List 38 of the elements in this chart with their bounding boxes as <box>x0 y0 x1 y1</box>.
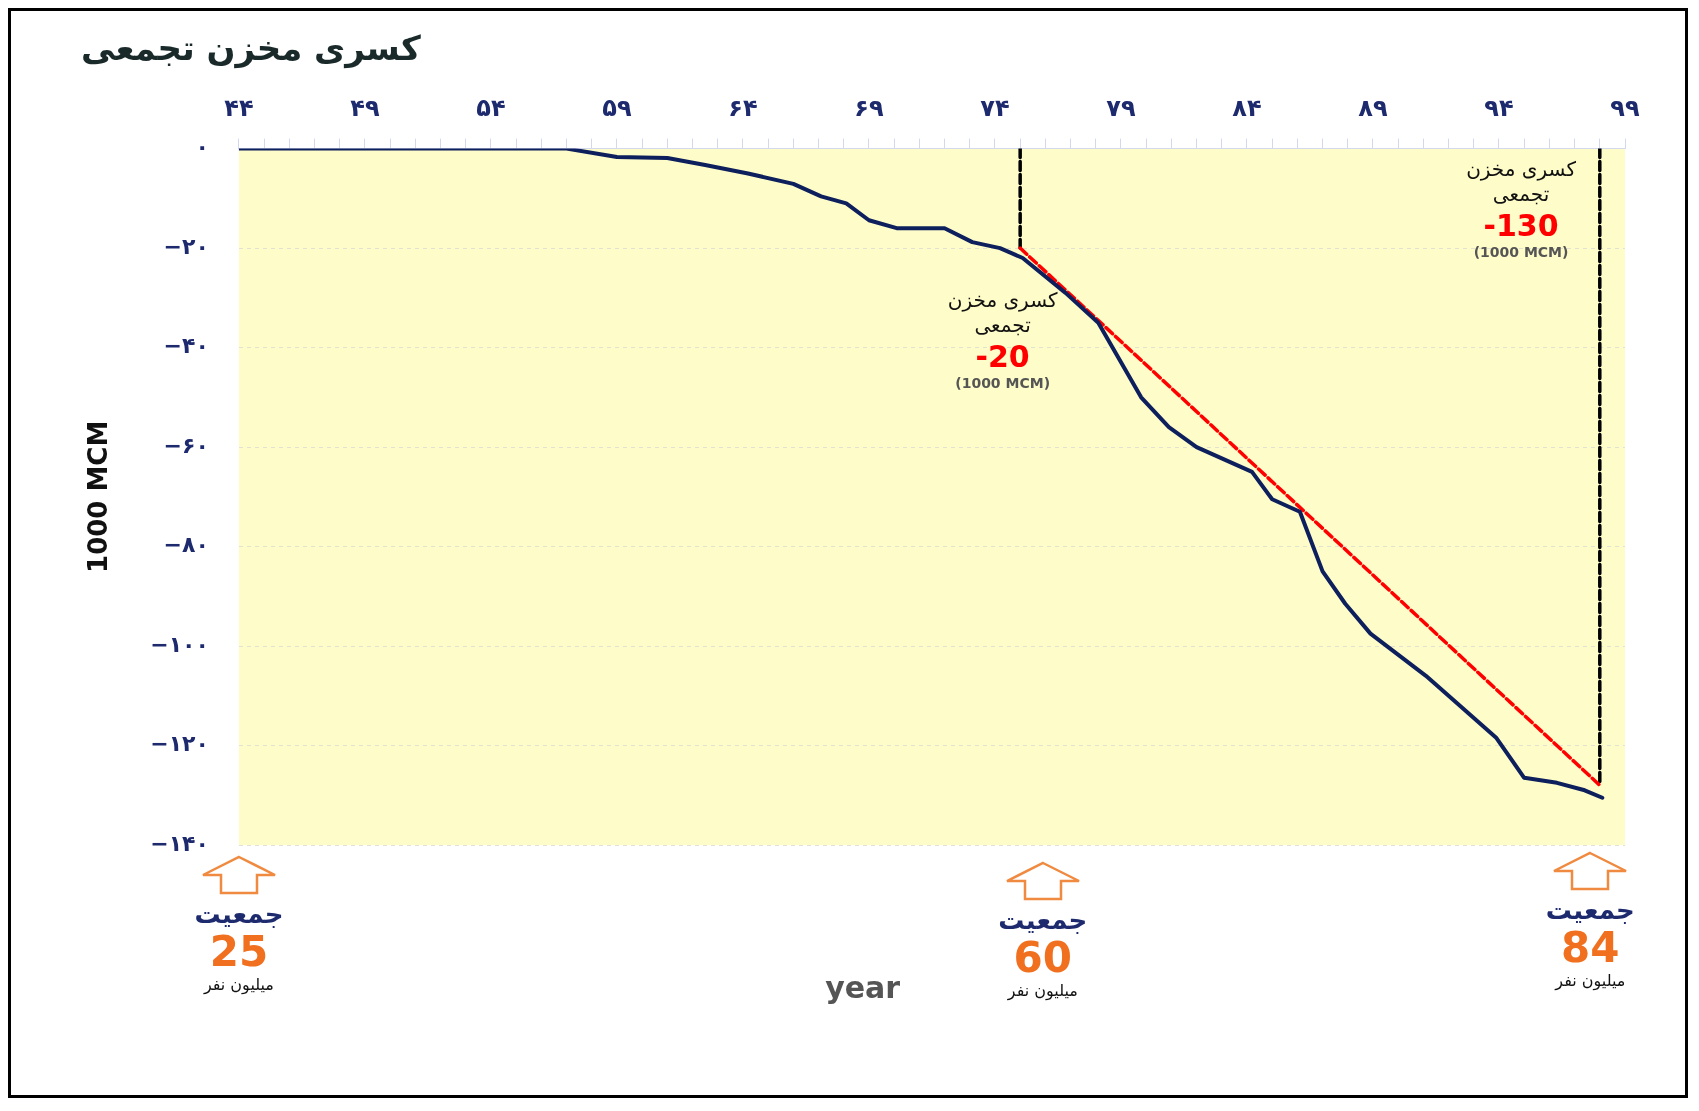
x-tick-label: ۹۹ <box>1610 94 1640 123</box>
x-tick-label: ۵۹ <box>602 94 632 123</box>
annotation: (1000 MCM) <box>1472 244 1570 262</box>
x-tick-label: ۴۹ <box>350 94 380 123</box>
x-tick-label: ۸۴ <box>1232 94 1262 123</box>
y-tick-label: −۶۰ <box>163 432 209 458</box>
x-axis-title: year <box>824 970 902 1005</box>
annotation: (1000 MCM) <box>954 375 1052 393</box>
text: جمعیت <box>997 905 1089 935</box>
text: جمعیت <box>193 899 285 929</box>
text: میلیون نفر <box>202 975 275 995</box>
annotation: کسری مخزن تجمعی <box>946 287 1059 338</box>
annotation: -20 <box>974 337 1031 376</box>
annotation: -130 <box>1482 206 1560 245</box>
text: 25 <box>209 927 269 976</box>
chart-title: کسری مخزن تجمعی <box>81 28 421 70</box>
text: میلیون نفر <box>1553 971 1627 991</box>
x-tick-label: ۴۴ <box>224 94 254 123</box>
y-tick-label: −۱۲۰ <box>150 731 209 757</box>
text: 60 <box>1013 933 1073 982</box>
x-tick-label: ۹۴ <box>1484 94 1514 123</box>
x-tick-label: ۷۴ <box>980 94 1010 123</box>
y-axis-title: 1000 MCM <box>83 420 114 573</box>
x-tick-label: ۶۹ <box>854 94 884 123</box>
text: میلیون نفر <box>1006 981 1079 1001</box>
text: 84 <box>1561 923 1620 972</box>
y-tick-label: −۱۰۰ <box>150 631 209 657</box>
y-tick-label: ۰ <box>195 134 209 160</box>
y-tick-label: −۲۰ <box>163 233 209 259</box>
x-tick-label: ۷۹ <box>1106 94 1136 123</box>
y-tick-label: −۱۴۰ <box>150 830 209 856</box>
x-tick-label: ۸۹ <box>1358 94 1388 123</box>
y-tick-label: −۴۰ <box>163 333 209 359</box>
y-tick-label: −۸۰ <box>163 532 209 558</box>
annotation: کسری مخزن تجمعی <box>1465 156 1577 207</box>
text: جمعیت <box>1544 895 1636 925</box>
x-tick-label: ۶۴ <box>728 94 758 123</box>
x-tick-label: ۵۴ <box>476 94 506 123</box>
